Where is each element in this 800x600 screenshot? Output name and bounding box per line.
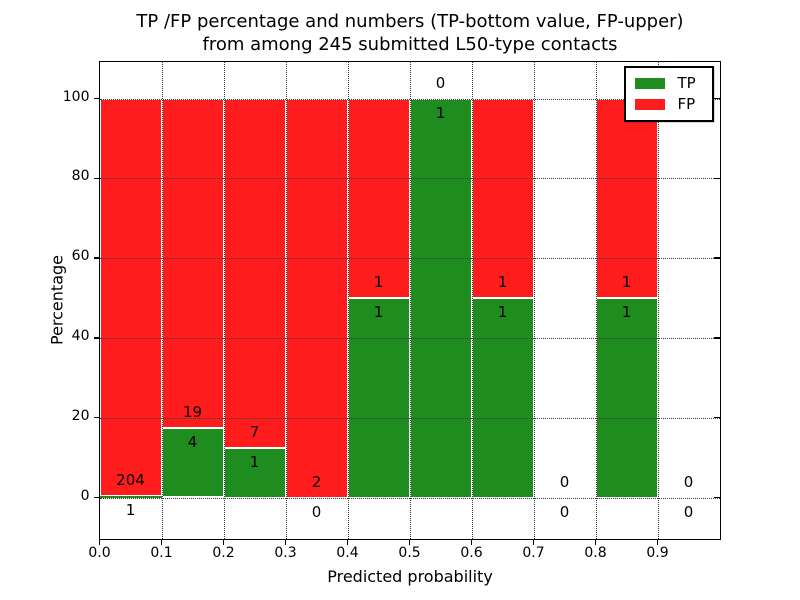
bar-segment-fp <box>99 98 162 496</box>
x-tick-mark <box>408 538 411 545</box>
y-tick-label: 0 <box>80 487 90 504</box>
tp-count-label: 1 <box>125 500 136 519</box>
gridline-v <box>161 61 163 539</box>
tp-count-label: 0 <box>311 502 322 521</box>
x-tick-mark <box>656 538 659 545</box>
tp-count-label: 4 <box>187 433 198 452</box>
chart-title-line2: from among 245 submitted L50-type contac… <box>202 34 618 55</box>
legend-label-fp: FP <box>677 95 696 113</box>
legend: TP FP <box>623 65 714 122</box>
y-tick-label: 80 <box>71 168 90 185</box>
legend-item-tp: TP <box>634 73 705 94</box>
x-tick-mark <box>222 538 225 545</box>
gridline-v <box>347 61 349 539</box>
x-tick-label: 0.0 <box>88 544 111 561</box>
tp-count-label: 1 <box>435 103 446 122</box>
bar-segment-fp <box>595 98 658 298</box>
x-tick-label: 0.8 <box>584 544 607 561</box>
y-tick-mark-right <box>713 97 720 100</box>
y-tick-label: 40 <box>71 327 90 344</box>
y-tick-mark <box>93 496 100 499</box>
tp-count-label: 1 <box>373 303 384 321</box>
x-tick-label: 0.2 <box>212 544 235 561</box>
y-tick-mark-right <box>713 337 720 339</box>
x-tick-mark <box>160 538 163 545</box>
y-tick-mark-right <box>713 496 720 499</box>
y-tick-mark <box>93 416 100 419</box>
fp-count-label: 0 <box>435 73 446 92</box>
bar-segment-fp <box>161 98 224 429</box>
fp-swatch-icon <box>634 98 665 110</box>
x-tick-label: 0.4 <box>336 544 359 561</box>
x-tick-label: 0.5 <box>398 544 421 561</box>
fp-count-label: 1 <box>621 273 632 291</box>
y-tick-mark-right <box>713 416 720 419</box>
y-tick-label: 60 <box>71 248 90 265</box>
gridline-v <box>409 61 411 539</box>
gridline-v <box>533 61 535 539</box>
fp-count-label: 7 <box>249 422 260 441</box>
fp-count-label: 0 <box>683 472 694 491</box>
gridline-v <box>285 61 287 539</box>
x-tick-mark <box>470 538 473 545</box>
bar-segment-tp <box>223 447 286 498</box>
gridline-v <box>595 61 597 539</box>
x-tick-label: 0.9 <box>646 544 669 561</box>
tp-count-label: 1 <box>497 303 508 321</box>
bar-segment-tp <box>595 298 658 498</box>
gridline-v <box>657 61 659 539</box>
x-tick-mark <box>98 538 101 545</box>
fp-count-label: 19 <box>182 403 203 422</box>
plot-area: TP FP 204 1 19 4 7 1 2 0 1 1 0 1 1 1 0 0 1 1 0 0 0 20 40 60 80 10… <box>63 60 721 561</box>
y-tick-mark-right <box>713 257 720 259</box>
fp-count-label: 2 <box>311 472 322 491</box>
bar-segment-tp <box>99 495 162 498</box>
y-tick-mark <box>93 337 100 339</box>
legend-item-fp: FP <box>634 94 705 115</box>
legend-label-tp: TP <box>677 74 696 92</box>
y-tick-label: 100 <box>62 88 90 105</box>
bar-segment-tp <box>347 298 410 498</box>
tp-count-label: 1 <box>621 303 632 321</box>
gridline-v <box>223 61 225 539</box>
x-tick-mark <box>346 538 349 545</box>
chart-title-line1: TP /FP percentage and numbers (TP-bottom… <box>136 11 684 32</box>
x-axis-label: Predicted probability <box>327 567 493 586</box>
tp-swatch-icon <box>634 77 665 89</box>
bar-segment-tp <box>409 98 472 498</box>
x-tick-mark <box>532 538 535 545</box>
fp-count-label: 0 <box>559 472 570 491</box>
x-tick-label: 0.7 <box>522 544 545 561</box>
x-tick-label: 0.1 <box>150 544 173 561</box>
y-tick-label: 20 <box>71 407 90 424</box>
tp-count-label: 0 <box>683 502 694 521</box>
x-tick-label: 0.3 <box>274 544 297 561</box>
x-tick-label: 0.6 <box>460 544 483 561</box>
y-tick-mark-right <box>713 177 720 180</box>
bar-segment-fp <box>471 98 534 298</box>
fp-count-label: 1 <box>373 273 384 291</box>
bar-segment-fp <box>223 98 286 448</box>
chart-title: TP /FP percentage and numbers (TP-bottom… <box>100 10 720 56</box>
gridline-v <box>471 61 473 539</box>
bar-segment-tp <box>471 298 534 498</box>
x-tick-mark <box>284 538 287 545</box>
bar-segment-fp <box>347 98 410 298</box>
tp-count-label: 1 <box>249 452 260 471</box>
y-tick-mark <box>93 97 100 100</box>
y-tick-mark <box>93 177 100 180</box>
fp-count-label: 1 <box>497 273 508 291</box>
fp-count-label: 204 <box>116 470 145 489</box>
x-tick-mark <box>594 538 597 545</box>
tp-count-label: 0 <box>559 502 570 521</box>
bar-segment-fp <box>285 98 348 498</box>
y-tick-mark <box>93 257 100 259</box>
